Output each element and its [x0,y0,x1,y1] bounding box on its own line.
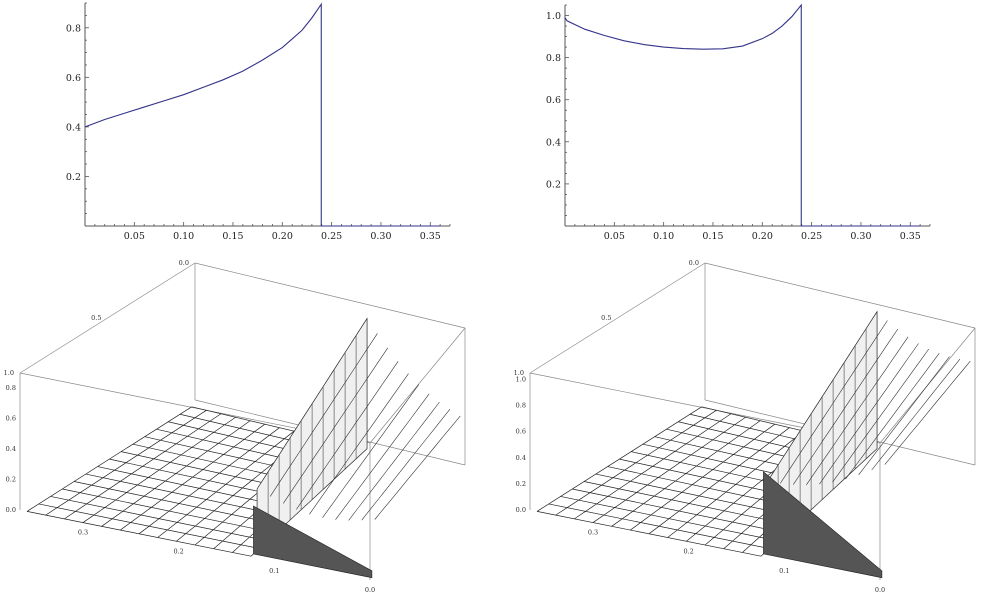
surface-mesh-line [120,423,266,531]
box-edge [194,262,466,329]
surface-mesh-curve [845,353,940,480]
x-tick-label: 0.25 [801,231,822,242]
y-tick-label: 0.8 [546,53,561,64]
surface-mesh-curve [348,401,440,521]
surface-mesh-line [611,420,761,527]
vertical-axis-tick-label: 0.6 [516,428,526,436]
y-tick-label: 0.6 [66,73,81,84]
back-axis-tick-label: 0.5 [601,314,611,322]
front-drop-face [253,505,373,579]
surface-mesh-line [26,406,192,512]
front-axis-tick-label: 0.2 [683,548,693,556]
x-tick-label: 0.30 [850,231,871,242]
surface-mesh-line [157,430,295,538]
surface-mesh-curve [361,409,451,521]
x-tick-label: 0.35 [900,231,921,242]
surface-mesh-line [536,406,702,512]
front-axis-tick-label: 0.3 [588,529,598,537]
surface-mesh-line [574,413,732,520]
vertical-axis-tick-label: 0.8 [516,402,526,410]
y-tick-label: 0.2 [66,172,81,183]
surface-mesh-line [101,420,251,527]
surface-mesh-curve [283,347,389,504]
vertical-axis-tick-label: 1.0 [516,376,526,384]
y-tick-label: 1.0 [546,11,561,22]
front-axis-tick-label: 0.2 [173,548,183,556]
front-axis-tick-label: 0.1 [779,567,789,575]
surface-mesh-curve [858,356,950,476]
front-axis-tick-label: 0.1 [269,567,279,575]
surface-mesh-line [555,409,717,516]
x-tick-label: 0.15 [222,231,243,242]
top-right-line-chart: 0.05 0.10 0.15 0.20 0.25 0.30 0.35 0.2 0.4 0.6 0.8… [546,3,931,242]
y-tick-label: 0.4 [66,122,81,133]
bottom-left-surface-plot: 0.0 0.5 1.0 0.0 0.2 0.4 0.6 0.8 0.3 0.2 0.1 0.0 [4,259,466,594]
surface-mesh-curve [884,360,971,465]
surface-mesh-line [64,413,222,520]
box-edge [704,262,976,329]
x-tick-label: 0.10 [653,231,674,242]
surface-mesh-line [592,416,746,523]
surface-mesh-curve [335,393,430,520]
vertical-axis-tick-label: 0.0 [516,506,526,514]
surface-mesh-line [138,427,280,535]
surface-mesh-curve [793,328,899,485]
front-axis-tick-label: 0.0 [365,586,375,594]
surface-mesh-line [648,427,790,535]
back-axis-tick-label: 1.0 [4,369,14,377]
y-tick-label: 0.4 [546,137,561,148]
surface-mesh-curve [269,333,378,497]
vertical-axis-tick-label: 0.0 [6,506,16,514]
x-tick-label: 0.15 [702,231,723,242]
surface-mesh-line [630,423,776,531]
series-line [564,3,921,227]
front-axis-tick-label: 0.3 [78,529,88,537]
vertical-axis-tick-label: 0.6 [6,415,16,423]
surface-mesh-curve [871,358,961,471]
surface-mesh-curve [832,348,930,483]
x-tick-label: 0.20 [752,231,773,242]
box-edge [529,262,706,374]
surface-mesh-curve [766,311,878,483]
y-tick-label: 0.8 [66,23,81,34]
back-axis-tick-label: 0.0 [179,259,189,267]
back-axis-tick-label: 1.0 [514,369,524,377]
surface-mesh-line [82,416,236,523]
surface-mesh-curve [819,343,919,485]
surface-mesh-line [45,409,207,516]
vertical-axis-tick-label: 0.4 [6,445,16,453]
surface-mesh-curve [296,361,399,510]
surface-mesh-curve [309,373,409,515]
vertical-axis-tick-label: 0.8 [6,384,16,392]
surface-mesh-curve [374,415,461,520]
x-tick-label: 0.05 [604,231,625,242]
vertical-axis-tick-label: 0.2 [516,480,526,488]
x-tick-label: 0.30 [370,231,391,242]
series-line [84,2,441,227]
x-tick-label: 0.10 [173,231,194,242]
x-tick-label: 0.05 [124,231,145,242]
bottom-right-surface-plot: 0.0 0.5 1.0 0.0 0.2 0.4 0.6 0.8 1.0 0.3 0.2 0.1 0.0 [514,259,976,594]
back-axis-tick-label: 0.0 [689,259,699,267]
x-tick-label: 0.25 [321,231,342,242]
surface-mesh-curve [256,318,368,490]
back-axis-tick-label: 0.5 [91,314,101,322]
box-edge [19,262,196,374]
x-tick-label: 0.35 [420,231,441,242]
surface-mesh-curve [322,384,420,518]
front-axis-tick-label: 0.0 [875,586,885,594]
surface-mesh-curve [806,336,909,486]
y-tick-label: 0.2 [546,179,561,190]
vertical-axis-tick-label: 0.2 [6,476,16,484]
surface-mesh-curve [779,320,888,484]
box-edge [369,327,466,444]
y-tick-label: 0.6 [546,95,561,106]
front-drop-face [763,471,883,579]
surface-mesh-line [667,430,805,538]
top-left-line-chart: 0.05 0.10 0.15 0.20 0.25 0.30 0.35 0.2 0.4 0.6 0.8 [66,2,451,242]
vertical-axis-tick-label: 0.4 [516,454,526,462]
x-tick-label: 0.20 [272,231,293,242]
